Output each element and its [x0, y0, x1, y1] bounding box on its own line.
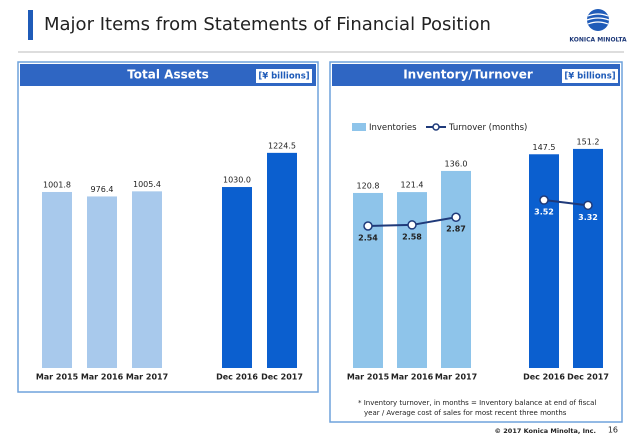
panel-right-header	[332, 64, 620, 86]
copyright: © 2017 Konica Minolta, Inc.	[495, 427, 596, 435]
value-label: 151.2	[577, 137, 600, 146]
turnover-marker	[363, 221, 373, 231]
value-label: 976.4	[91, 185, 114, 194]
x-tick-label: Dec 2017	[567, 373, 609, 382]
slide-title: Major Items from Statements of Financial…	[44, 14, 491, 35]
bar	[87, 196, 117, 368]
logo-lines	[586, 13, 610, 25]
page-number: 16	[608, 426, 618, 435]
turnover-label: 2.87	[446, 225, 466, 234]
panel-title: Inventory/Turnover	[403, 68, 533, 82]
bar	[441, 170, 471, 368]
legend-label: Inventories	[369, 123, 417, 133]
x-tick-label: Mar 2015	[36, 373, 79, 382]
bar	[573, 148, 603, 368]
bar	[353, 192, 383, 368]
bar	[42, 191, 72, 368]
x-tick-label: Mar 2017	[126, 373, 168, 382]
x-tick-label: Dec 2017	[261, 373, 303, 382]
logo: KONICA MINOLTA	[569, 9, 627, 44]
panel-title: Total Assets	[127, 68, 209, 82]
value-label: 121.4	[401, 181, 424, 190]
turnover-label: 3.52	[534, 208, 554, 217]
turnover-marker	[539, 195, 549, 205]
bar	[397, 192, 427, 368]
panel-left-header	[20, 64, 316, 86]
value-label: 1030.0	[223, 176, 251, 185]
footnote: year / Average cost of sales for most re…	[364, 409, 567, 417]
turnover-label: 3.32	[578, 213, 598, 222]
x-tick-label: Dec 2016	[216, 373, 258, 382]
value-label: 1005.4	[133, 180, 161, 189]
unit-box	[562, 69, 618, 83]
value-label: 147.5	[533, 143, 556, 152]
legend-marker	[432, 123, 440, 131]
logo-text: KONICA MINOLTA	[569, 37, 627, 44]
value-label: 136.0	[445, 159, 468, 168]
x-tick-label: Mar 2017	[435, 373, 477, 382]
turnover-marker	[407, 220, 417, 230]
bar	[267, 152, 297, 368]
bar	[529, 154, 559, 368]
turnover-marker	[583, 200, 593, 211]
x-tick-label: Mar 2016	[81, 373, 124, 382]
legend-label: Turnover (months)	[448, 123, 527, 133]
unit-label: [¥ billions]	[564, 72, 615, 82]
x-tick-label: Dec 2016	[523, 373, 565, 382]
unit-box	[256, 69, 312, 83]
turnover-label: 2.58	[402, 232, 422, 241]
legend-swatch	[352, 123, 366, 131]
x-tick-label: Mar 2016	[391, 373, 434, 382]
x-tick-label: Mar 2015	[347, 373, 390, 382]
value-label: 1001.8	[43, 180, 71, 189]
value-label: 120.8	[357, 181, 380, 190]
unit-label: [¥ billions]	[258, 72, 309, 82]
title-accent	[28, 10, 33, 40]
bar	[132, 191, 162, 368]
bar	[222, 187, 252, 368]
turnover-marker	[451, 212, 461, 222]
turnover-label: 2.54	[358, 233, 378, 242]
value-label: 1224.5	[268, 141, 296, 150]
logo-globe	[587, 9, 609, 31]
footnote: * Inventory turnover, in months = Invent…	[358, 399, 596, 407]
